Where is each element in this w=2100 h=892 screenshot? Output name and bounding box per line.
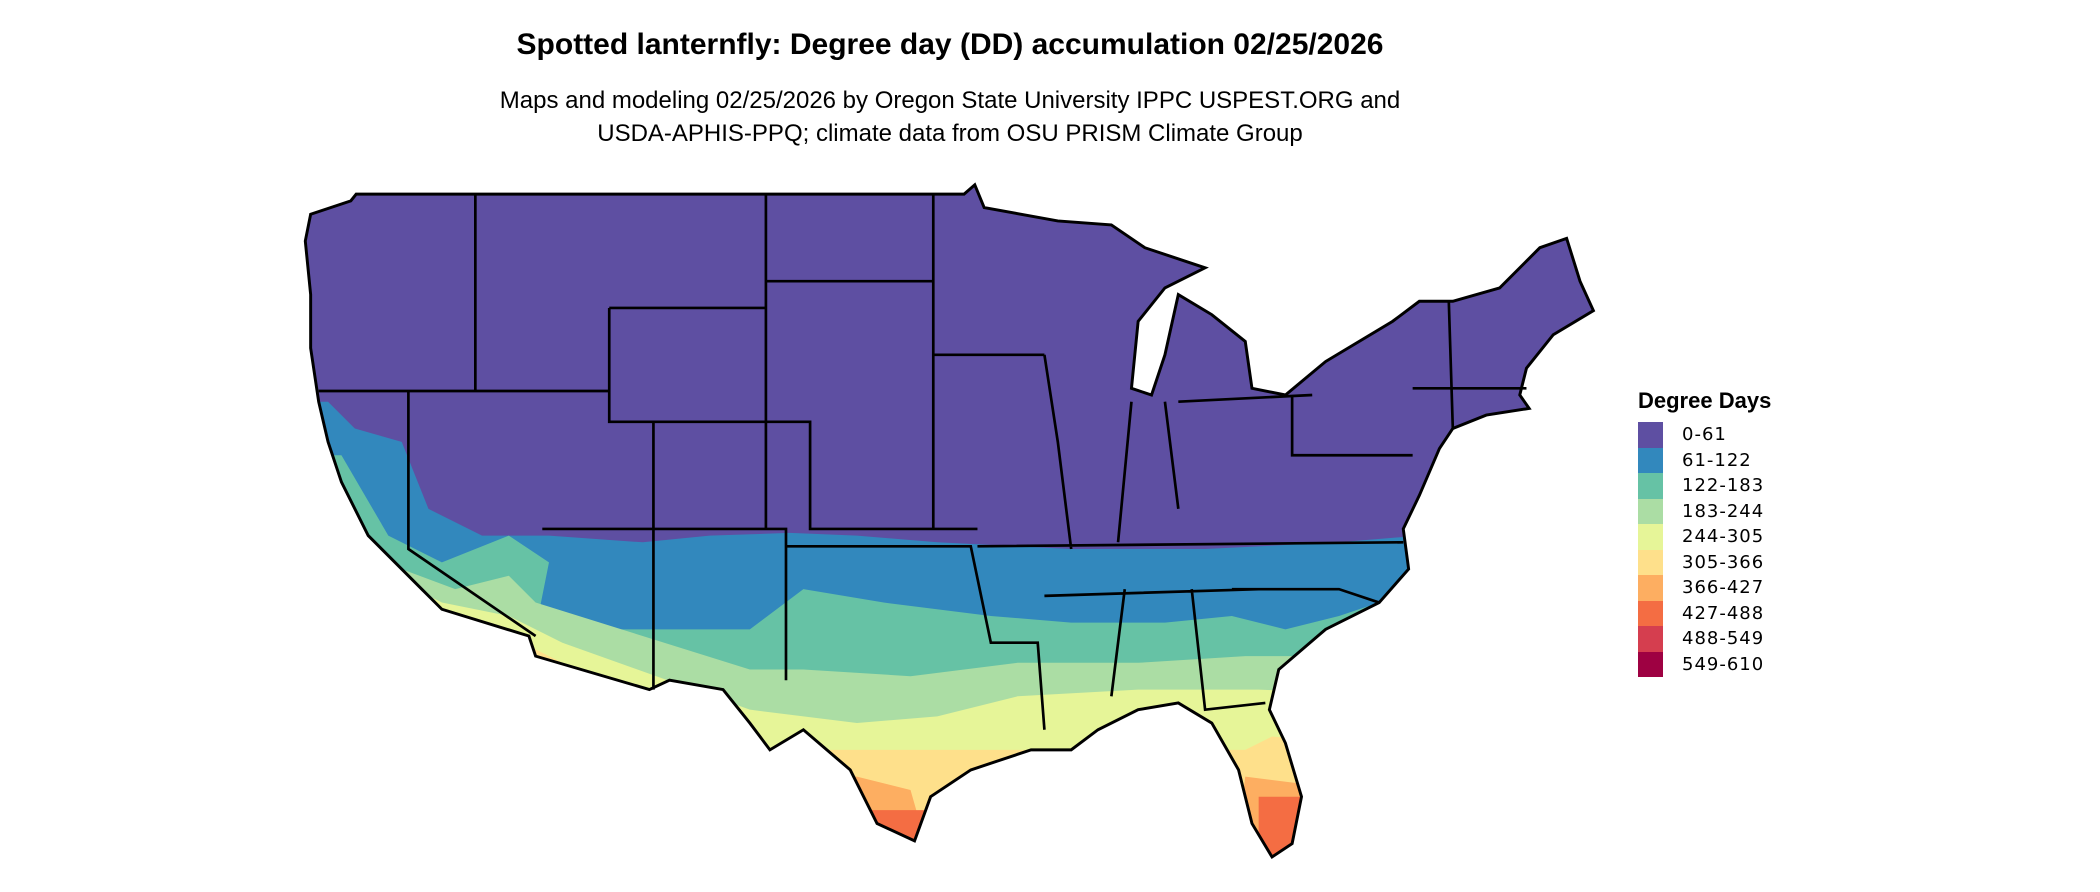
state-borders [318,194,1527,730]
legend-item: 427-488 [1638,600,1771,626]
legend-label: 427-488 [1682,602,1765,624]
band-366-427 [749,776,1313,857]
legend-swatch [1638,651,1663,677]
legend-label: 0-61 [1682,424,1727,446]
legend-item: 183-244 [1638,498,1771,524]
legend-label: 366-427 [1682,577,1765,599]
degree-day-bands [305,184,1594,884]
legend-item: 122-183 [1638,473,1771,499]
legend-swatch [1638,575,1663,601]
legend-item: 549-610 [1638,651,1771,677]
legend-label: 488-549 [1682,628,1765,650]
legend-item: 366-427 [1638,575,1771,601]
legend-swatch [1638,626,1663,652]
legend-item: 488-549 [1638,626,1771,652]
map-title: Spotted lanternfly: Degree day (DD) accu… [516,28,1384,61]
legend-swatch [1638,549,1663,575]
subtitle-line-2: USDA-APHIS-PPQ; climate data from OSU PR… [597,120,1303,147]
legend-label: 244-305 [1682,526,1765,548]
legend-swatch [1638,524,1663,550]
legend-swatch [1638,498,1663,524]
map-subtitle: Maps and modeling 02/25/2026 by Oregon S… [0,84,1900,150]
band-488-549 [1259,857,1319,884]
legend-label: 122-183 [1682,475,1765,497]
legend-item: 305-366 [1638,549,1771,575]
legend: Degree Days 0-61 61-122 122-183 183-244 244-… [1638,388,1771,677]
legend-swatch [1638,473,1663,499]
legend-label: 305-366 [1682,551,1765,573]
band-427-488 [870,796,1319,857]
legend-title: Degree Days [1638,388,1772,413]
legend-swatch [1638,447,1663,473]
subtitle-line-1: Maps and modeling 02/25/2026 by Oregon S… [499,87,1401,114]
legend-item: 0-61 [1638,422,1771,448]
legend-label: 183-244 [1682,500,1765,522]
legend-swatch [1638,600,1663,626]
legend-item: 244-305 [1638,524,1771,550]
legend-swatch [1638,422,1663,448]
legend-label: 61-122 [1682,449,1752,471]
legend-label: 549-610 [1682,653,1765,675]
legend-item: 61-122 [1638,447,1771,473]
